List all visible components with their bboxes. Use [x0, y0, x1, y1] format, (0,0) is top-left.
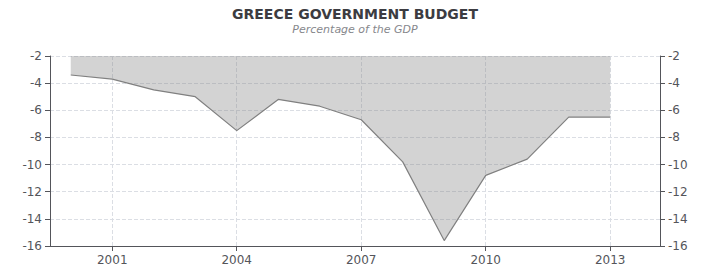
svg-text:-2: -2 — [668, 49, 680, 63]
svg-text:-10: -10 — [668, 158, 688, 172]
svg-text:-14: -14 — [22, 212, 42, 226]
svg-text:2010: 2010 — [470, 253, 501, 267]
svg-text:2001: 2001 — [97, 253, 128, 267]
svg-text:Percentage of the GDP: Percentage of the GDP — [292, 23, 418, 36]
svg-text:2004: 2004 — [221, 253, 252, 267]
svg-text:-8: -8 — [30, 130, 42, 144]
svg-text:-2: -2 — [30, 49, 42, 63]
svg-text:-14: -14 — [668, 212, 688, 226]
svg-text:-4: -4 — [668, 76, 680, 90]
svg-text:-8: -8 — [668, 130, 680, 144]
svg-text:-12: -12 — [668, 185, 688, 199]
svg-text:-6: -6 — [30, 103, 42, 117]
svg-text:-12: -12 — [22, 185, 42, 199]
svg-text:-16: -16 — [668, 239, 688, 253]
svg-text:-4: -4 — [30, 76, 42, 90]
svg-text:-6: -6 — [668, 103, 680, 117]
svg-text:-16: -16 — [22, 239, 42, 253]
svg-text:-10: -10 — [22, 158, 42, 172]
svg-text:2007: 2007 — [346, 253, 377, 267]
svg-text:GREECE GOVERNMENT BUDGET: GREECE GOVERNMENT BUDGET — [232, 6, 478, 22]
svg-text:2013: 2013 — [595, 253, 626, 267]
